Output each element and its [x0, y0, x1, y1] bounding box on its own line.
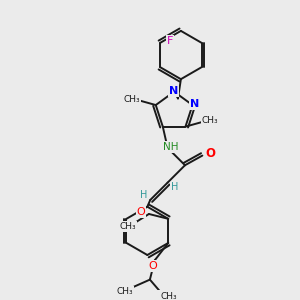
Text: NH: NH — [163, 142, 178, 152]
Text: CH₃: CH₃ — [201, 116, 218, 125]
Text: N: N — [169, 86, 178, 96]
Text: N: N — [190, 99, 199, 109]
Text: F: F — [167, 36, 173, 46]
Text: O: O — [205, 147, 215, 160]
Text: CH₃: CH₃ — [119, 222, 136, 231]
Text: CH₃: CH₃ — [116, 287, 133, 296]
Text: O: O — [137, 207, 146, 217]
Text: CH₃: CH₃ — [123, 95, 140, 104]
Text: CH₃: CH₃ — [161, 292, 178, 300]
Text: H: H — [171, 182, 178, 192]
Text: H: H — [140, 190, 147, 200]
Text: O: O — [148, 261, 157, 271]
